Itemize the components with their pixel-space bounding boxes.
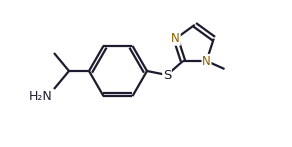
Text: S: S bbox=[163, 69, 171, 81]
Text: N: N bbox=[202, 55, 211, 67]
Text: H₂N: H₂N bbox=[28, 90, 52, 103]
Text: N: N bbox=[171, 32, 180, 45]
